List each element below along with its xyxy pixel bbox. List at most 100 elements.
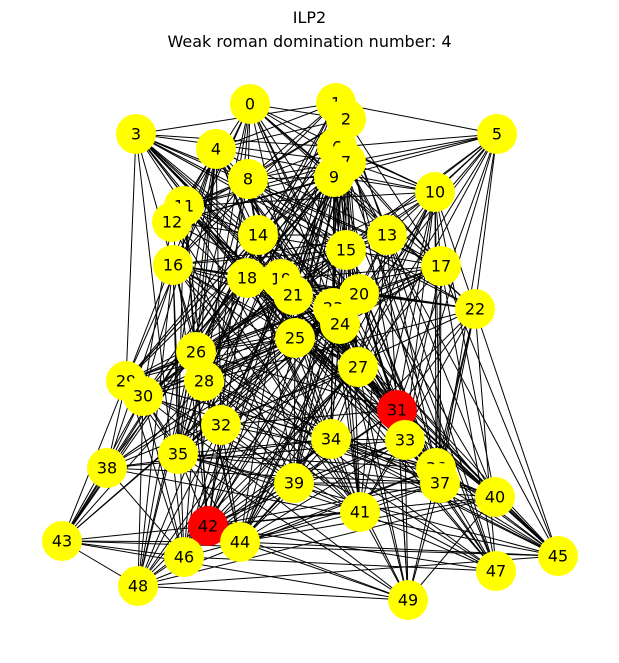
graph-edge — [195, 351, 398, 411]
graph-node-40: 40 — [475, 477, 515, 517]
graph-edge — [336, 133, 498, 148]
node-label: 15 — [336, 241, 356, 260]
graph-node-22: 22 — [455, 289, 495, 329]
graph-edge — [135, 133, 185, 558]
graph-edge — [125, 380, 361, 513]
node-label: 4 — [211, 140, 221, 159]
graph-node-17: 17 — [421, 246, 461, 286]
graph-edge — [434, 191, 437, 469]
graph-edge — [142, 395, 409, 601]
node-circle — [274, 463, 314, 503]
graph-edge — [135, 102, 337, 135]
node-circle — [152, 202, 192, 242]
node-circle — [275, 318, 315, 358]
node-circle — [220, 522, 260, 562]
graph-edge — [359, 308, 476, 513]
node-circle — [367, 215, 407, 255]
node-circle — [188, 506, 228, 546]
graph-node-33: 33 — [385, 420, 425, 460]
node-circle — [42, 521, 82, 561]
node-label: 21 — [283, 286, 303, 305]
graph-edge — [293, 337, 296, 484]
graph-edge — [396, 308, 476, 411]
graph-edge — [137, 424, 222, 587]
graph-node-48: 48 — [118, 566, 158, 606]
node-label: 42 — [198, 517, 218, 536]
node-label: 13 — [377, 226, 397, 245]
node-label: 0 — [245, 95, 255, 114]
graph-edge — [439, 482, 559, 557]
node-label: 17 — [431, 257, 451, 276]
graph-edge — [135, 133, 338, 148]
node-circle — [228, 159, 268, 199]
graph-edge — [142, 395, 185, 558]
node-circle — [455, 289, 495, 329]
graph-edge — [357, 265, 442, 368]
graph-edge — [207, 438, 332, 527]
graph-node-37: 37 — [420, 463, 460, 503]
graph-edge — [439, 265, 442, 484]
node-circle — [230, 84, 270, 124]
node-label: 25 — [285, 329, 305, 348]
node-label: 22 — [465, 300, 485, 319]
graph-edge — [293, 323, 341, 484]
node-label: 43 — [52, 532, 72, 551]
graph-edge — [177, 453, 437, 469]
graph-edge — [203, 380, 559, 557]
node-label: 38 — [97, 459, 117, 478]
graph-edge — [172, 249, 347, 266]
graph-node-3: 3 — [116, 114, 156, 154]
node-label: 26 — [186, 343, 206, 362]
graph-node-13: 13 — [367, 215, 407, 255]
graph-edge — [183, 191, 436, 207]
graph-node-24: 24 — [320, 304, 360, 344]
graph-edge — [61, 540, 185, 558]
graph-node-47: 47 — [476, 551, 516, 591]
node-circle — [477, 114, 517, 154]
graph-edge — [177, 438, 332, 455]
node-circle — [184, 361, 224, 401]
graph-edge — [215, 118, 347, 150]
node-label: 39 — [284, 474, 304, 493]
node-label: 9 — [329, 168, 339, 187]
graph-edge — [239, 308, 476, 543]
graph-edge — [106, 265, 442, 469]
node-circle — [116, 114, 156, 154]
graph-edge — [203, 308, 476, 382]
graph-edge — [220, 307, 334, 426]
graph-edge — [220, 409, 398, 426]
node-circle — [385, 420, 425, 460]
graph-edge — [247, 178, 347, 251]
graph-edge — [336, 146, 559, 557]
graph-edge — [207, 277, 248, 527]
graph-edge — [135, 133, 249, 180]
node-label: 45 — [548, 547, 568, 566]
graph-edge — [407, 482, 441, 601]
node-label: 5 — [492, 125, 502, 144]
node-label: 20 — [349, 285, 369, 304]
node-circle — [153, 245, 193, 285]
node-circle — [158, 434, 198, 474]
node-circle — [238, 215, 278, 255]
node-label: 44 — [230, 533, 250, 552]
graph-node-34: 34 — [311, 419, 351, 459]
graph-node-28: 28 — [184, 361, 224, 401]
graph-edge — [239, 467, 437, 543]
graph-node-5: 5 — [477, 114, 517, 154]
graph-node-46: 46 — [164, 537, 204, 577]
node-circle — [118, 566, 158, 606]
graph-node-12: 12 — [152, 202, 192, 242]
graph-edge — [172, 264, 185, 558]
graph-node-0: 0 — [230, 84, 270, 124]
graph-edge — [335, 102, 498, 135]
node-circle — [476, 551, 516, 591]
graph-node-18: 18 — [227, 258, 267, 298]
graph-edge — [239, 511, 361, 543]
node-circle — [311, 419, 351, 459]
graph-edge — [177, 453, 409, 601]
node-circle — [415, 172, 455, 212]
node-circle — [164, 537, 204, 577]
graph-edge — [195, 323, 341, 353]
graph-node-10: 10 — [415, 172, 455, 212]
graph-node-41: 41 — [340, 492, 380, 532]
